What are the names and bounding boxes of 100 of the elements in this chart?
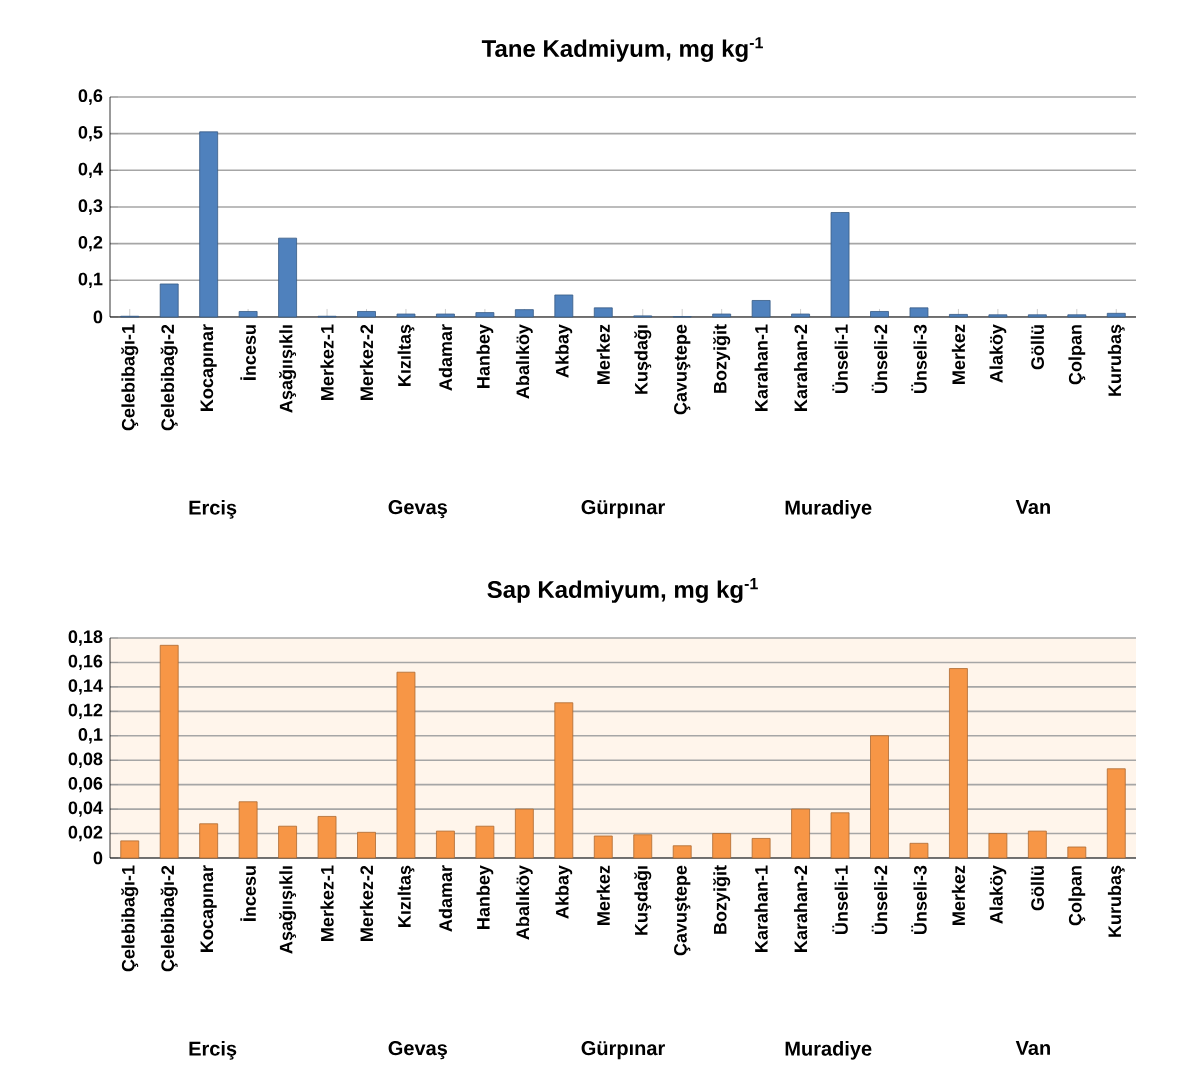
- x-tick-label: Hanbey: [476, 865, 494, 929]
- x-tick-label: Merkez-1: [320, 865, 334, 941]
- x-tick-label: Çavuştepe: [674, 324, 691, 415]
- x-tick-label: Kocapınar: [200, 865, 217, 952]
- text: Gürpınar: [581, 500, 665, 519]
- bar: [396, 671, 416, 859]
- x-tick-label: Ünseli-3: [911, 865, 927, 935]
- x-tick-label: Kurubaş: [1107, 865, 1125, 937]
- x-tick-label: Ünseli-1: [832, 865, 848, 935]
- bar: [633, 834, 653, 859]
- text: Erciş: [189, 1041, 237, 1060]
- chart-title: Tane Kadmiyum, mg kg$^{-1}$: [481, 37, 763, 62]
- bar: [751, 838, 771, 859]
- x-tick-label: Çolpan: [1068, 325, 1086, 385]
- x-tick-label: Çavuştepe: [674, 865, 691, 956]
- bar: [199, 131, 219, 318]
- bar: [712, 833, 732, 859]
- y-tick-label: 0,2: [78, 235, 103, 252]
- text: Gevaş: [388, 1041, 448, 1060]
- y-tick-label: 0,1: [78, 272, 103, 288]
- x-tick-label: Merkez: [951, 324, 966, 384]
- bar: [436, 830, 455, 859]
- bar: [475, 825, 495, 859]
- x-tick-label: Kızıltaş: [397, 865, 415, 927]
- x-tick-label: Aşağıışıklı: [279, 325, 297, 413]
- x-tick-label: Ünseli-2: [871, 324, 888, 394]
- bar: [593, 307, 613, 318]
- bar: [199, 823, 219, 859]
- text: Van: [1015, 1041, 1050, 1055]
- bar: [791, 313, 810, 318]
- y-tick-label: 0,02: [68, 825, 103, 842]
- y-tick-label: 0,4: [78, 162, 103, 179]
- bar: [317, 816, 337, 859]
- bar: [751, 300, 771, 318]
- bar: [593, 835, 613, 859]
- x-tick-label: Kocapınar: [200, 324, 217, 411]
- y-tick-label: 0,06: [68, 776, 103, 793]
- x-tick-label: Bozyiğit: [713, 324, 731, 393]
- x-tick-label: Adamar: [438, 865, 453, 932]
- bar: [514, 808, 534, 859]
- x-tick-label: Akbay: [555, 865, 573, 919]
- bar: [1027, 830, 1047, 859]
- y-tick-label: 0,04: [68, 801, 103, 817]
- x-tick-label: Kuşdağı: [634, 866, 652, 935]
- x-tick-label: Ünseli-1: [832, 324, 848, 394]
- y-tick-label: 0: [93, 851, 103, 865]
- y-tick-label: 0,5: [78, 125, 103, 142]
- x-tick-label: İncesu: [240, 325, 256, 380]
- bar: [238, 801, 258, 859]
- x-tick-label: Çelebibağı-2: [160, 324, 178, 431]
- bar: [870, 735, 889, 859]
- y-tick-label: 0,14: [68, 679, 103, 695]
- x-tick-label: Merkez-2: [359, 324, 374, 400]
- bar: [909, 842, 929, 859]
- x-tick-label: Abalıköy: [515, 865, 533, 940]
- x-tick-label: Karahan-2: [793, 865, 808, 952]
- x-tick-label: Karahan-1: [754, 324, 768, 411]
- bar: [475, 312, 495, 318]
- y-tick-label: 0,16: [68, 654, 103, 671]
- bar: [1067, 314, 1087, 318]
- bar: [396, 313, 416, 318]
- x-tick-label: Göllü: [1030, 325, 1044, 370]
- text: Van: [1015, 500, 1050, 514]
- bar: [672, 845, 692, 859]
- x-tick-label: Kuşdağı: [634, 325, 652, 394]
- x-tick-label: Karahan-1: [754, 865, 768, 952]
- bar: [159, 283, 179, 318]
- x-tick-label: Alaköy: [989, 324, 1007, 383]
- x-tick-label: Ünseli-2: [871, 865, 888, 935]
- bar: [830, 212, 850, 318]
- bar: [436, 313, 455, 318]
- bar: [830, 812, 850, 859]
- x-tick-label: Merkez-2: [359, 865, 374, 941]
- bar: [278, 825, 297, 859]
- x-tick-label: Akbay: [555, 324, 573, 378]
- bar: [988, 833, 1008, 859]
- x-tick-label: Alaköy: [989, 865, 1007, 924]
- x-tick-label: Çelebibağı-2: [160, 865, 178, 972]
- bar: [988, 314, 1008, 318]
- x-tick-label: Hanbey: [476, 324, 494, 388]
- text: Gürpınar: [581, 1041, 665, 1060]
- bar: [712, 313, 732, 318]
- bar: [870, 311, 889, 318]
- x-tick-label: Ünseli-3: [911, 324, 927, 394]
- y-tick-label: 0,12: [68, 703, 103, 720]
- y-tick-label: 0,6: [78, 89, 103, 105]
- x-tick-label: Merkez: [596, 324, 610, 384]
- x-tick-label: Karahan-2: [793, 324, 808, 411]
- y-tick-label: 0,1: [78, 728, 103, 744]
- text: Muradiye: [785, 500, 872, 519]
- text: Erciş: [189, 500, 237, 519]
- bar: [554, 702, 574, 859]
- bar: [1027, 314, 1047, 318]
- chart-title: Sap Kadmiyum, mg kg$^{-1}$: [487, 578, 758, 603]
- bar: [791, 808, 810, 859]
- y-tick-label: 0,3: [78, 199, 103, 215]
- bar: [357, 831, 376, 859]
- y-tick-label: 0: [93, 310, 103, 324]
- x-tick-label: Göllü: [1030, 866, 1044, 911]
- bar: [278, 237, 297, 318]
